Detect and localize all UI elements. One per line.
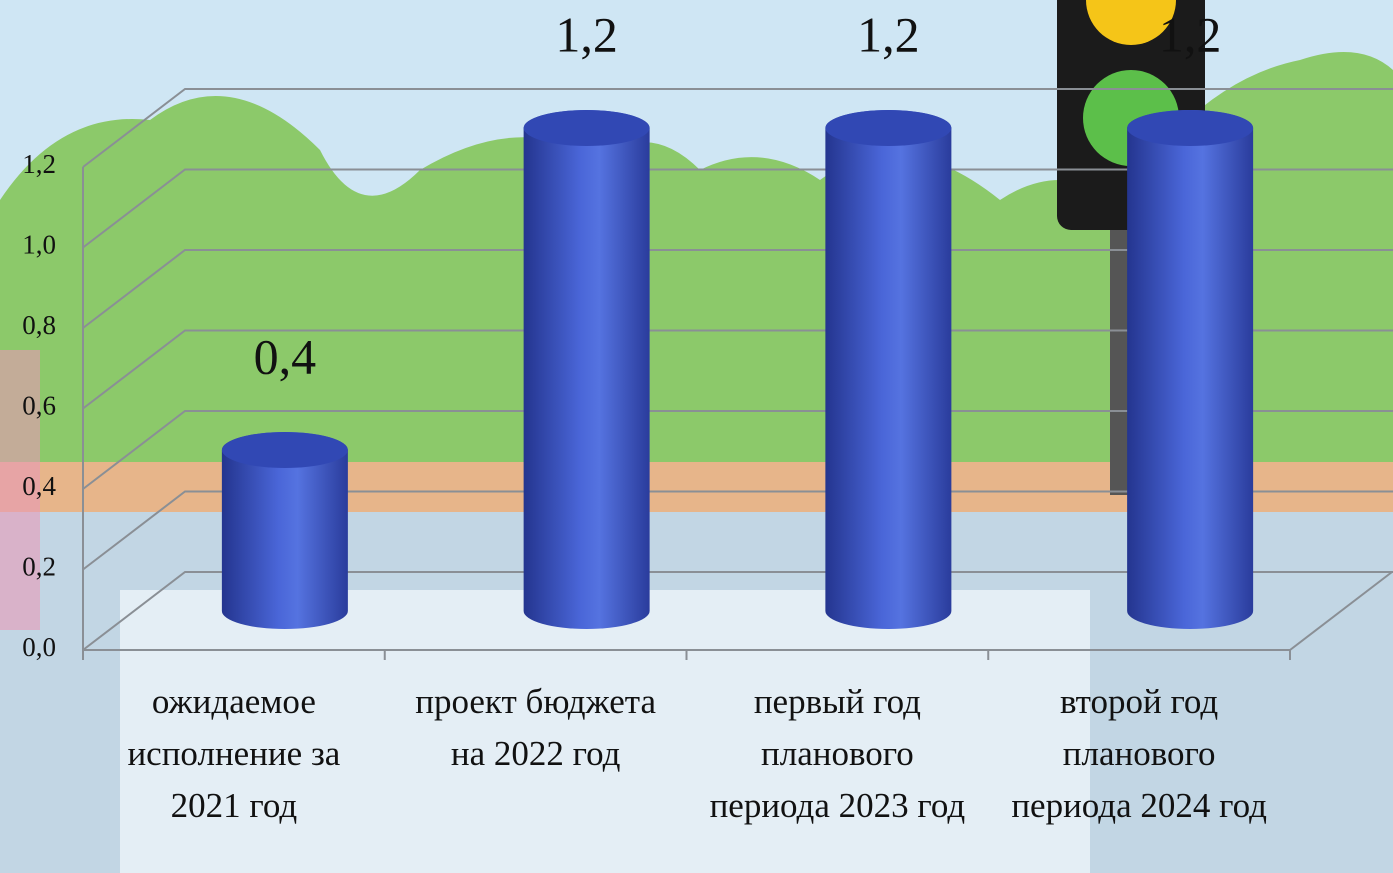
cylinder [825,110,952,630]
value-label: 1,2 [555,6,618,62]
grid-line [82,88,1393,168]
value-label: 1,2 [1159,6,1222,62]
x-tick-label: проект бюджета на 2022 год [415,682,657,773]
y-tick-label: 0,8 [22,310,56,340]
y-tick-label: 1,2 [22,149,56,179]
grid-line [82,329,1393,410]
crosswalk [120,590,1090,873]
y-tick-label: 0,2 [22,552,56,582]
y-tick-label: 0,6 [22,391,56,421]
cylinder [523,110,650,630]
y-tick-label: 1,0 [22,230,56,260]
grid-line [82,168,1393,249]
grid-line [82,571,1393,651]
photo-strip [0,350,40,630]
x-tick-label: второй год планового периода 2024 год [1011,682,1267,825]
y-tick-label: 0,0 [22,632,56,662]
value-label: 0,4 [254,328,317,384]
grid-line [82,410,1393,490]
grid-line [82,490,1393,571]
cylinder-top [221,432,348,468]
floor-edge [1289,571,1393,651]
bushes [0,52,1393,465]
value-label: 1,2 [857,6,920,62]
lamp-yellow [1086,0,1176,45]
grid-line [82,249,1393,329]
cylinder-top [825,110,952,146]
cylinder [1127,110,1254,630]
x-tick-label: первый год планового периода 2023 год [709,682,966,825]
cylinder-top [523,110,650,146]
y-tick-label: 0,4 [22,471,56,501]
cylinder-top [1127,110,1254,146]
x-tick-label: ожидаемое исполнение за 2021 год [127,682,341,825]
cylinder [221,432,348,630]
